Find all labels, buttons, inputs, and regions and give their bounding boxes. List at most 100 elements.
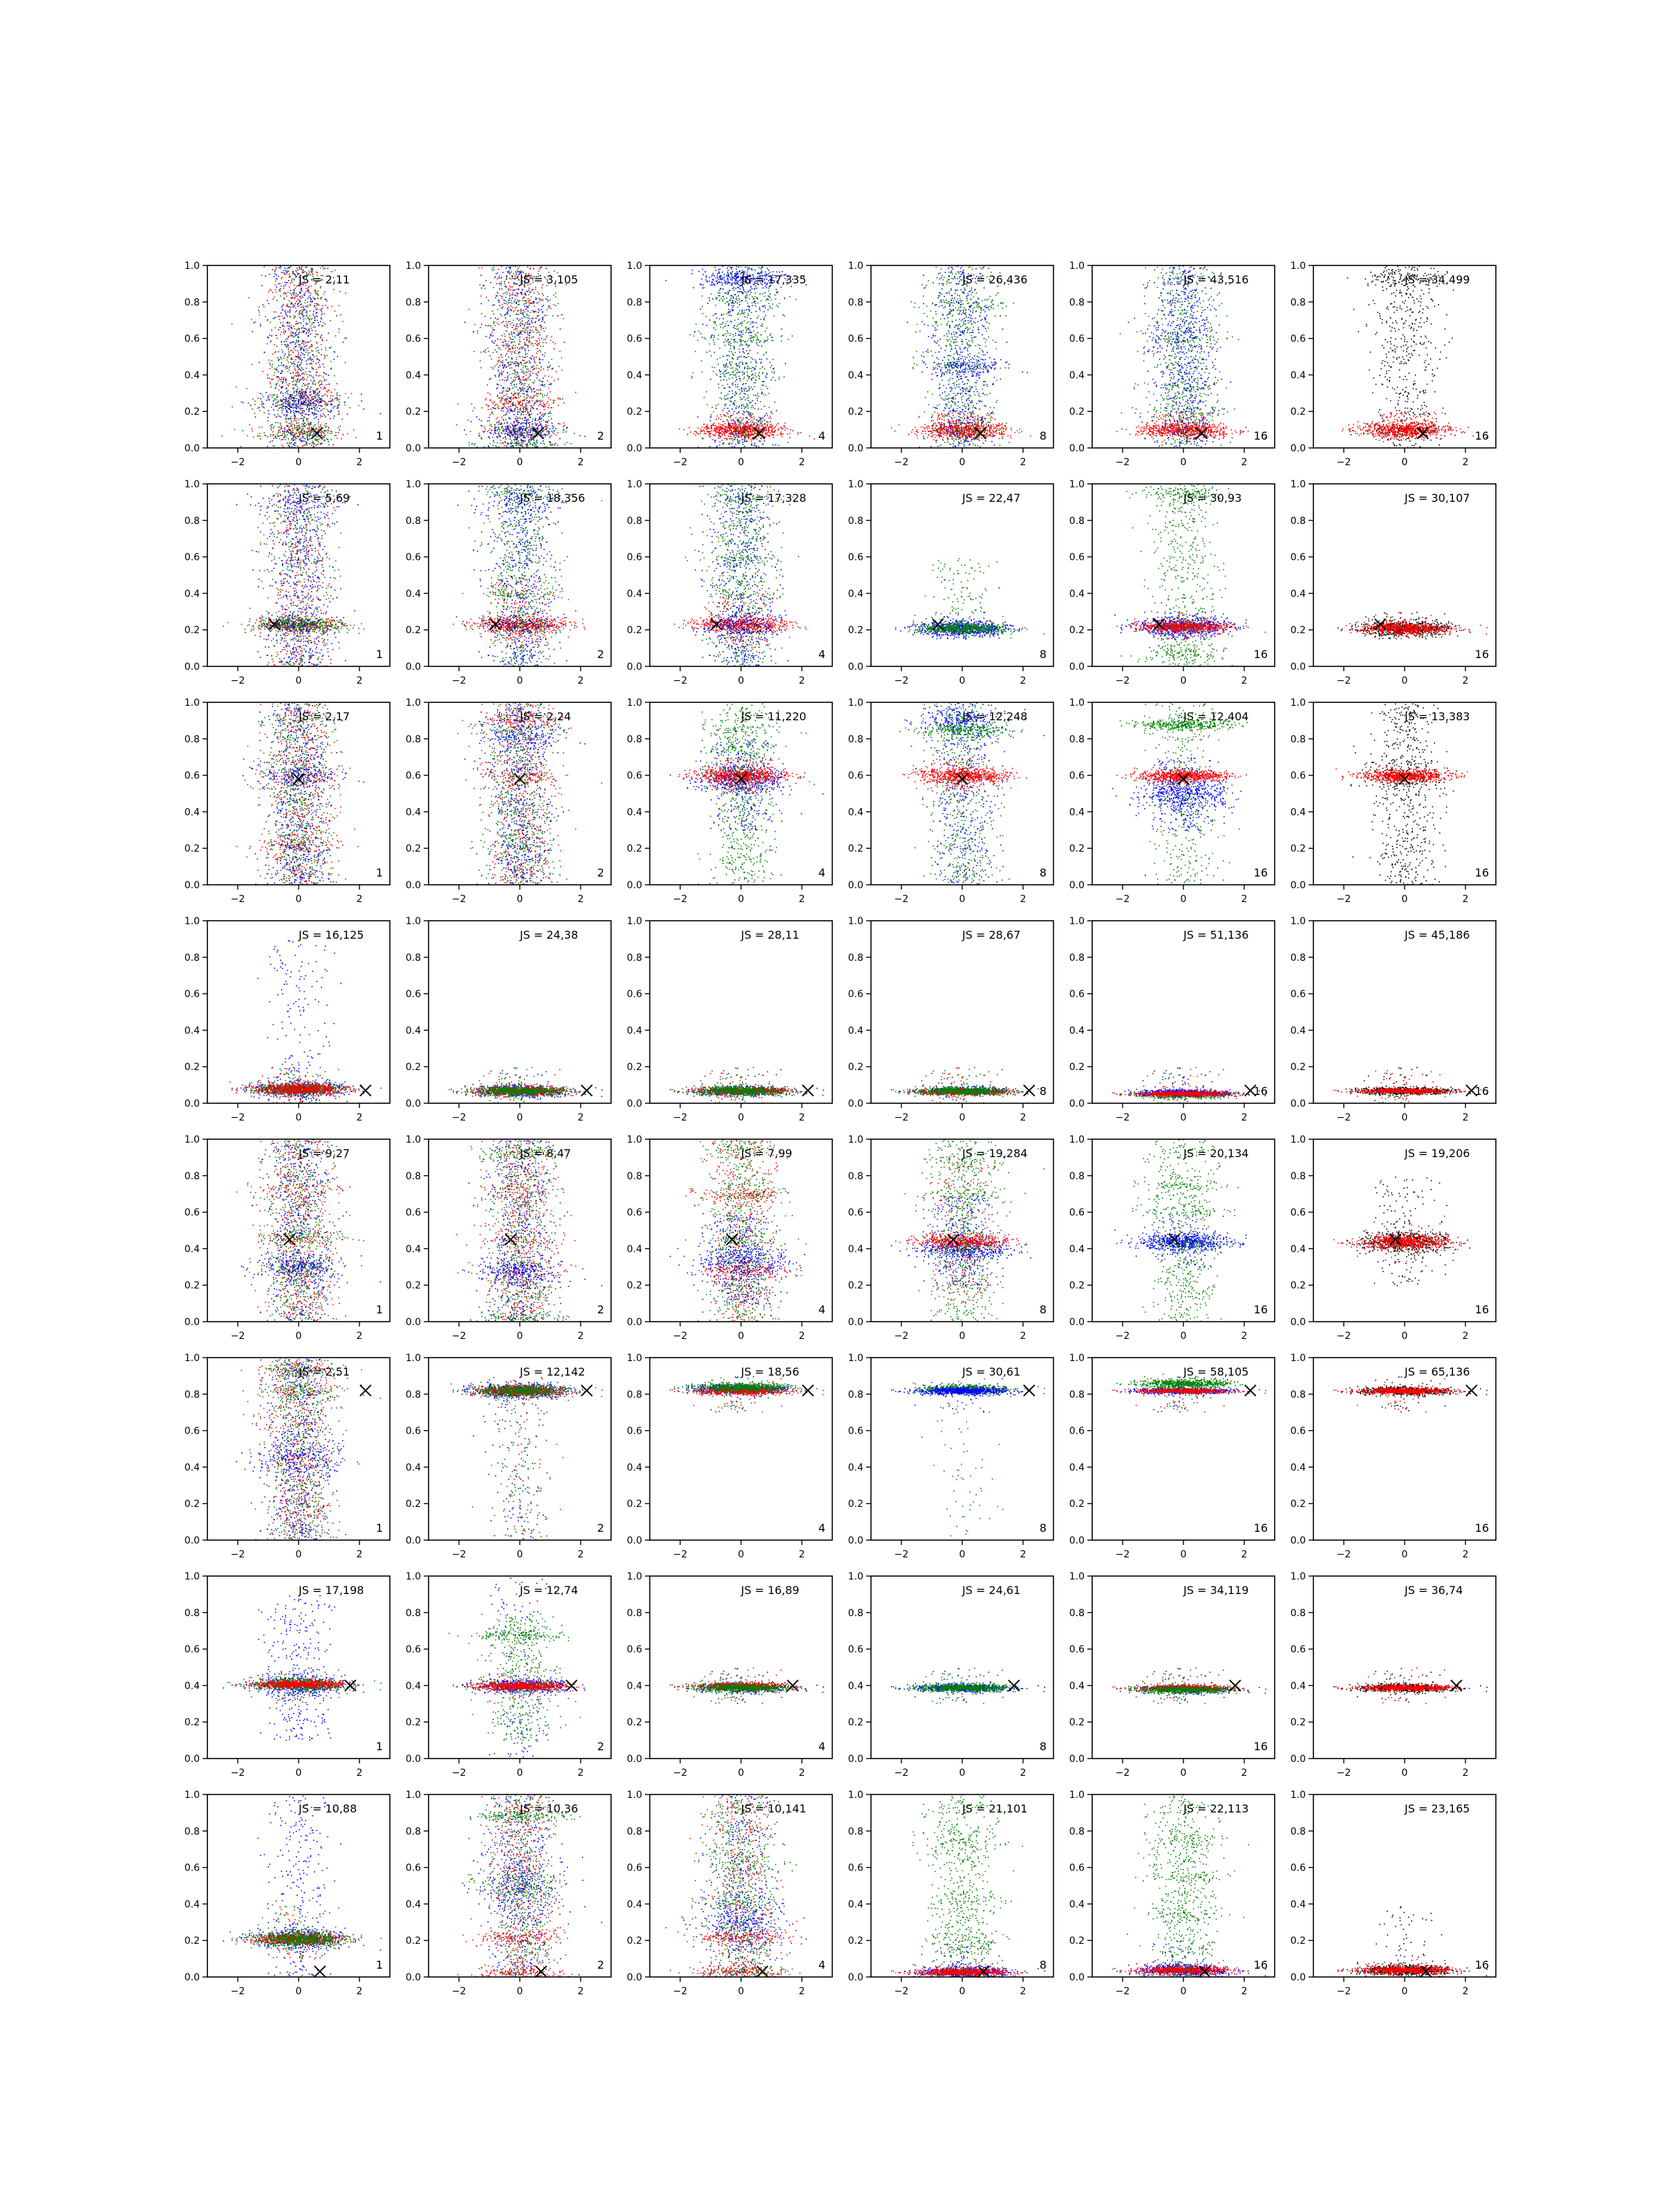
scatter-point — [285, 382, 287, 384]
scatter-point — [754, 433, 756, 435]
scatter-point — [325, 402, 326, 404]
scatter-point — [526, 366, 527, 368]
scatter-point — [552, 407, 553, 409]
scatter-point — [302, 377, 303, 378]
scatter-point — [714, 367, 715, 368]
scatter-point — [303, 341, 304, 342]
scatter-point — [521, 321, 522, 323]
scatter-point — [295, 442, 297, 444]
scatter-point — [541, 401, 542, 402]
scatter-point — [321, 415, 323, 417]
scatter-point — [503, 431, 504, 432]
scatter-point — [288, 445, 290, 447]
scatter-point — [518, 437, 520, 438]
scatter-point — [271, 430, 272, 431]
scatter-point — [380, 413, 382, 415]
scatter-point — [303, 433, 304, 434]
scatter-point — [270, 386, 272, 388]
scatter-point — [482, 431, 484, 432]
scatter-point — [280, 424, 281, 426]
scatter-point — [504, 325, 505, 326]
scatter-point — [314, 409, 315, 411]
scatter-point — [507, 391, 509, 392]
scatter-point — [302, 411, 303, 412]
scatter-point — [503, 306, 504, 308]
scatter-point — [294, 335, 296, 337]
scatter-point — [724, 423, 726, 424]
scatter-point — [516, 434, 518, 435]
scatter-point — [488, 446, 489, 447]
scatter-point — [337, 406, 338, 407]
scatter-point — [248, 402, 250, 404]
scatter-point — [285, 400, 287, 402]
scatter-point — [281, 391, 282, 393]
scatter-point — [277, 422, 279, 424]
scatter-point — [528, 434, 529, 435]
scatter-point — [307, 388, 308, 389]
scatter-point — [760, 319, 762, 320]
scatter-point — [285, 437, 287, 438]
scatter-point — [320, 398, 321, 400]
scatter-point — [294, 350, 296, 351]
scatter-point — [544, 356, 545, 357]
scatter-point — [509, 418, 511, 420]
scatter-point — [541, 326, 543, 328]
scatter-point — [530, 435, 532, 436]
scatter-point — [749, 429, 750, 430]
scatter-point — [538, 372, 539, 373]
scatter-point — [309, 405, 310, 406]
scatter-point — [510, 446, 512, 447]
scatter-point — [534, 368, 535, 370]
scatter-point — [264, 412, 265, 413]
scatter-point — [558, 405, 559, 406]
scatter-point — [688, 427, 690, 429]
scatter-point — [516, 416, 517, 418]
scatter-point — [317, 320, 318, 321]
scatter-point — [326, 430, 327, 431]
scatter-point — [494, 269, 495, 270]
scatter-point — [522, 431, 523, 432]
scatter-point — [534, 395, 535, 397]
scatter-point — [303, 420, 304, 422]
scatter-point — [523, 303, 525, 305]
scatter-point — [301, 315, 303, 316]
scatter-point — [514, 352, 515, 353]
scatter-point — [513, 397, 514, 398]
scatter-point — [525, 429, 527, 430]
scatter-point — [270, 383, 272, 384]
scatter-point — [297, 375, 298, 377]
scatter-point — [736, 424, 738, 425]
scatter-point — [501, 423, 503, 424]
scatter-point — [529, 413, 530, 415]
scatter-point — [494, 432, 496, 433]
scatter-point — [301, 408, 302, 409]
scatter-point — [570, 443, 572, 444]
scatter-point — [301, 401, 302, 402]
scatter-point — [359, 405, 360, 406]
scatter-point — [305, 346, 306, 347]
scatter-point — [264, 435, 265, 436]
scatter-point — [558, 423, 559, 424]
scatter-point — [303, 319, 304, 320]
scatter-point — [299, 314, 300, 315]
scatter-point — [509, 339, 511, 340]
scatter-point — [265, 316, 266, 317]
scatter-point — [548, 431, 550, 433]
scatter-point — [519, 356, 521, 357]
scatter-point — [498, 421, 499, 422]
scatter-point — [280, 266, 281, 268]
scatter-point — [320, 399, 321, 400]
scatter-point — [520, 402, 521, 403]
scatter-point — [537, 414, 538, 415]
scatter-point — [312, 272, 313, 273]
scatter-point — [479, 419, 480, 420]
scatter-point — [345, 393, 346, 395]
scatter-point — [514, 283, 515, 284]
scatter-point — [297, 296, 298, 297]
scatter-point — [740, 421, 741, 422]
scatter-point — [480, 327, 481, 328]
scatter-point — [314, 418, 315, 420]
scatter-point — [316, 309, 317, 310]
scatter-point — [712, 439, 713, 440]
scatter-point — [292, 341, 293, 343]
